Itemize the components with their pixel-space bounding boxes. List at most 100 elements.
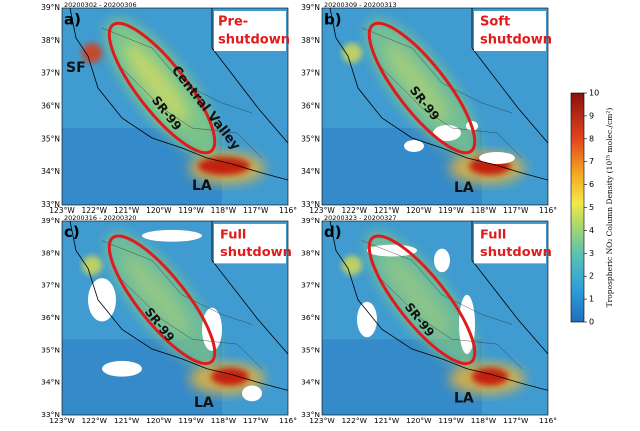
lon-label: 120°W [406, 416, 432, 425]
lat-label: 33°N [301, 200, 320, 209]
county-lines [121, 279, 263, 369]
county-lines [361, 27, 513, 114]
map-annotation: LA [454, 180, 474, 196]
lon-label: 123°W [49, 206, 75, 215]
lon-label: 120°W [146, 206, 172, 215]
lat-label: 39°N [41, 3, 60, 12]
valley-core [124, 255, 190, 335]
lon-label: 116° [279, 416, 297, 425]
lon-label: 118°W [471, 416, 497, 425]
lat-label: 38°N [301, 36, 320, 45]
county-lines [101, 240, 253, 325]
shutdown-label: shutdown [220, 245, 292, 260]
coastline [329, 221, 548, 391]
highlight-ellipse [367, 21, 477, 155]
colorbar-label: Tropospheric NO₂ Column Density (10¹⁵ mo… [605, 108, 614, 308]
label-box [474, 223, 546, 264]
lat-label: 39°N [301, 3, 320, 12]
colorbar-tick-label: 8 [589, 134, 594, 143]
lat-label: 36°N [41, 313, 60, 322]
lat-label: 35°N [301, 134, 320, 143]
colorbar-tick-label: 2 [589, 272, 594, 281]
lat-label: 35°N [41, 345, 60, 354]
lon-label: 117°W [503, 416, 529, 425]
missing-data [102, 360, 142, 377]
valley-core [384, 42, 450, 124]
missing-data [142, 229, 202, 242]
panel-frame [61, 7, 289, 206]
label-box [474, 11, 546, 51]
colorbar-tick-label: 6 [589, 180, 594, 189]
colorbar-tick-label: 3 [589, 249, 594, 258]
lon-label: 118°W [211, 206, 237, 215]
sf-no2 [342, 255, 362, 276]
highlight-ellipse [107, 234, 217, 366]
lon-label: 121°W [114, 416, 140, 425]
map-annotation: LA [454, 390, 474, 406]
state-border [471, 8, 548, 144]
lat-label: 33°N [41, 410, 60, 419]
lat-label: 39°N [41, 216, 60, 225]
panel-letter: d) [324, 223, 342, 241]
county-lines [101, 27, 253, 114]
panel-dates: 20200316 - 20200320 [64, 214, 136, 222]
lon-label: 121°W [114, 206, 140, 215]
lat-label: 36°N [41, 102, 60, 111]
panel-frame [61, 220, 289, 416]
county-lines [361, 240, 513, 325]
panel-letter: c) [64, 223, 80, 241]
lon-label: 123°W [49, 416, 75, 425]
panel-frame [321, 220, 549, 416]
lat-label: 36°N [301, 313, 320, 322]
coastline [329, 8, 548, 181]
lon-label: 117°W [243, 416, 269, 425]
la-no2 [471, 367, 509, 386]
lat-label: 33°N [301, 410, 320, 419]
colorbar-tick-label: 7 [589, 157, 594, 166]
lon-label: 123°W [309, 416, 335, 425]
lon-label: 119°W [178, 206, 204, 215]
lon-label: 121°W [374, 206, 400, 215]
lon-label: 122°W [342, 416, 368, 425]
lat-label: 38°N [41, 248, 60, 257]
colorbar-tick-label: 1 [589, 295, 594, 304]
panel-dates: 20200309 - 20200313 [324, 1, 397, 9]
sf-no2 [82, 255, 102, 276]
shutdown-label: Pre- [218, 15, 248, 30]
lon-label: 116° [539, 416, 557, 425]
lon-label: 119°W [178, 416, 204, 425]
lat-label: 34°N [41, 378, 60, 387]
la-no2 [211, 367, 249, 386]
lon-label: 116° [279, 206, 297, 215]
colorbar-tick-label: 0 [589, 318, 594, 327]
map-annotation: LA [192, 178, 212, 194]
shutdown-label: Full [220, 227, 246, 242]
missing-data [88, 278, 116, 322]
shutdown-label: shutdown [480, 245, 552, 260]
coastline [69, 8, 288, 181]
map-area [62, 221, 288, 416]
lat-label: 39°N [301, 216, 320, 225]
sf-no2 [342, 43, 362, 63]
missing-data [357, 301, 377, 338]
sf-no2 [82, 43, 102, 63]
lat-label: 34°N [301, 378, 320, 387]
county-lines [381, 279, 523, 369]
lon-label: 120°W [146, 416, 172, 425]
missing-data [202, 307, 222, 352]
county-lines [121, 67, 263, 159]
missing-data [433, 125, 461, 141]
lon-label: 118°W [211, 416, 237, 425]
state-border [471, 221, 548, 355]
lat-label: 34°N [301, 167, 320, 176]
panel-letter: a) [64, 11, 81, 29]
valley-core [124, 42, 190, 124]
lon-label: 122°W [342, 206, 368, 215]
panel-frame [321, 7, 549, 206]
county-lines [381, 67, 523, 159]
state-border [211, 8, 288, 144]
lon-label: 119°W [438, 206, 464, 215]
